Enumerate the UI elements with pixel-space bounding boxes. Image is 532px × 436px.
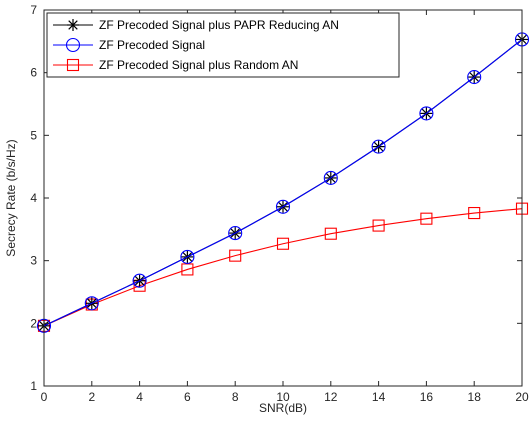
legend-label: ZF Precoded Signal plus Random AN (99, 58, 298, 72)
series-layer (36, 32, 530, 333)
x-tick-label: 18 (468, 390, 482, 404)
x-tick-label: 12 (324, 390, 338, 404)
circle-marker (84, 296, 99, 311)
asterisk-stroke (68, 20, 78, 30)
x-tick-label: 16 (420, 390, 434, 404)
y-tick-label: 6 (30, 66, 37, 80)
y-tick-label: 7 (30, 3, 37, 17)
x-axis-label: SNR(dB) (259, 401, 307, 415)
circle-marker (419, 106, 434, 121)
x-tick-label: 6 (184, 390, 191, 404)
square-marker (324, 227, 337, 240)
y-tick-label: 4 (30, 191, 37, 205)
legend-box (46, 12, 400, 78)
square-marker (420, 212, 433, 225)
x-tick-label: 20 (515, 390, 529, 404)
square-marker (66, 58, 80, 72)
legend-item: ZF Precoded Signal (53, 37, 205, 53)
x-tick-label: 0 (41, 390, 48, 404)
circle-marker (180, 249, 195, 264)
series-line (43, 208, 523, 327)
asterisk-marker (67, 19, 79, 31)
x-tick-label: 2 (88, 390, 95, 404)
series-line (43, 39, 523, 327)
x-tick-label: 14 (372, 390, 386, 404)
y-tick-label: 1 (30, 379, 37, 393)
circle-marker (467, 70, 482, 85)
square-marker (468, 206, 481, 220)
y-tick-label: 5 (30, 128, 37, 142)
circle-marker (323, 170, 338, 185)
circle-marker (371, 139, 386, 154)
y-tick-label: 2 (30, 316, 37, 330)
square-marker (229, 249, 242, 262)
circle-marker (228, 226, 243, 241)
series-square (37, 202, 529, 332)
y-tick-label: 3 (30, 254, 37, 268)
square-marker (276, 237, 290, 250)
legend-label: ZF Precoded Signal (99, 38, 205, 52)
x-tick-label: 10 (276, 390, 290, 404)
circle-marker (132, 273, 147, 288)
square-marker (372, 219, 385, 232)
x-tick-label: 4 (136, 390, 143, 404)
circle-marker (65, 37, 81, 53)
legend: ZF Precoded Signal plus PAPR Reducing AN… (46, 12, 400, 78)
y-axis-label: Secrecy Rate (b/s/Hz) (4, 139, 18, 256)
series-circle (36, 32, 530, 333)
circle-marker (275, 199, 291, 214)
legend-item: ZF Precoded Signal plus PAPR Reducing AN (53, 18, 339, 32)
x-tick-label: 8 (232, 390, 239, 404)
legend-label: ZF Precoded Signal plus PAPR Reducing AN (99, 18, 339, 32)
legend-item: ZF Precoded Signal plus Random AN (53, 58, 298, 72)
